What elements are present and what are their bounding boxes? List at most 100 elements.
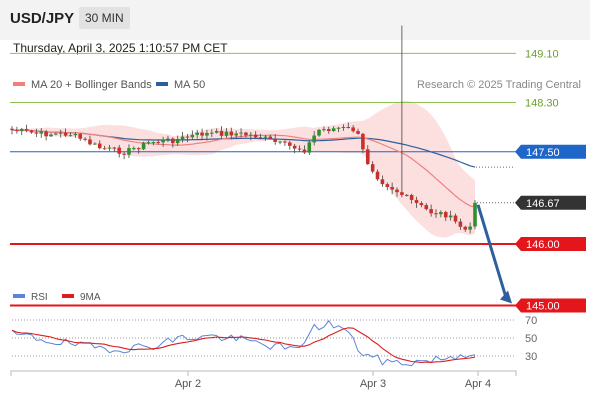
candle-body	[78, 133, 83, 139]
candle-body	[102, 148, 107, 150]
rsi-tick-2: 30	[525, 351, 537, 363]
candle-body	[346, 127, 351, 129]
candle-body	[395, 189, 399, 193]
candle-body	[19, 129, 24, 132]
chart-header: USD/JPY 30 MIN	[0, 0, 590, 40]
bollinger-band-layer	[12, 100, 475, 238]
candle-body	[307, 142, 312, 153]
candle-body	[365, 149, 370, 165]
candle-body	[424, 205, 429, 210]
candle-body	[175, 139, 180, 144]
candle-body	[283, 141, 287, 143]
candle-body	[117, 147, 122, 154]
candle-body	[370, 164, 375, 172]
candle-body	[234, 133, 238, 136]
rsi-tick-0: 70	[525, 315, 537, 327]
candle-body	[39, 131, 44, 134]
candle-body	[244, 132, 248, 136]
rsi-swatch	[13, 294, 25, 299]
candle-body	[214, 130, 219, 133]
candle-body	[185, 136, 190, 138]
candle-body	[200, 132, 204, 136]
ma50-swatch	[156, 82, 168, 87]
legend-ma20-label: MA 20 + Bollinger Bands	[31, 79, 152, 91]
candle-body	[463, 226, 468, 230]
price-label-0: 149.10	[525, 48, 559, 60]
candle-body	[229, 131, 234, 136]
candle-body	[380, 179, 385, 185]
candle-body	[127, 148, 131, 155]
candle-body	[419, 203, 424, 206]
candle-body	[97, 143, 102, 149]
candle-body	[400, 192, 404, 195]
candle-body	[249, 134, 253, 136]
candle-body	[68, 135, 73, 137]
candle-body	[44, 131, 48, 137]
legend-9ma-label: 9MA	[80, 292, 101, 303]
price-badge-4	[515, 237, 586, 251]
candle-body	[58, 132, 63, 134]
candle-body	[443, 212, 448, 218]
candle-body	[273, 138, 277, 142]
candle-body	[24, 129, 29, 131]
candle-body	[205, 132, 209, 136]
candle-body	[278, 141, 282, 143]
candle-body	[409, 194, 414, 200]
candle-body	[54, 133, 58, 135]
candle-body	[448, 215, 453, 218]
candle-body	[429, 209, 433, 214]
candle-body	[390, 187, 394, 190]
legend-ma50: MA 50	[156, 79, 205, 91]
candle-body	[141, 142, 146, 150]
target-arrow	[476, 204, 508, 298]
candle-body	[112, 147, 117, 149]
interval-button[interactable]: 30 MIN	[79, 7, 130, 29]
datetime-label: Thursday, April 3, 2025 1:10:57 PM CET	[13, 41, 228, 55]
candles-layer	[10, 25, 477, 234]
ma20-line	[11, 129, 476, 208]
candle-body	[361, 133, 365, 150]
candle-body	[288, 142, 292, 146]
candle-body	[341, 127, 346, 129]
rsi-tick-1: 50	[525, 333, 537, 345]
candle-body	[336, 127, 341, 129]
time-tick-label: Apr 2	[175, 378, 201, 390]
candle-body	[302, 149, 307, 153]
candle-body	[88, 139, 92, 145]
legend-9ma: 9MA	[62, 292, 101, 303]
candle-body	[210, 132, 214, 134]
rsi-panel: 70 50 30	[11, 315, 537, 367]
candle-body	[161, 139, 165, 143]
candle-body	[317, 129, 321, 136]
legend-ma20: MA 20 + Bollinger Bands	[13, 79, 152, 91]
candle-body	[312, 135, 316, 143]
candle-body	[473, 202, 477, 227]
candle-body	[171, 138, 175, 144]
price-label-2: 147.50	[526, 147, 560, 159]
price-label-5: 145.00	[526, 301, 560, 313]
candle-body	[453, 215, 458, 222]
price-badge-2	[515, 144, 586, 159]
time-tick-label: Apr 4	[465, 378, 491, 390]
target-arrow-head	[500, 290, 512, 304]
ma9-swatch	[62, 294, 74, 299]
price-badge-3	[515, 195, 586, 210]
candle-body	[404, 194, 409, 196]
candle-body	[385, 184, 390, 188]
candle-body	[107, 147, 112, 149]
candle-body	[136, 148, 141, 150]
candle-body	[439, 212, 443, 215]
candle-body	[224, 131, 229, 136]
legend-rsi-label: RSI	[31, 292, 48, 303]
candle-body	[190, 134, 195, 138]
price-label-4: 146.00	[526, 239, 560, 251]
time-axis-line	[10, 370, 517, 376]
time-tick-label: Apr 3	[360, 378, 386, 390]
candle-body	[122, 153, 126, 155]
bollinger-band	[12, 100, 475, 238]
candle-body	[292, 145, 297, 149]
moving-average-layer	[11, 129, 476, 208]
candle-body	[356, 131, 360, 134]
candle-body	[180, 136, 185, 140]
